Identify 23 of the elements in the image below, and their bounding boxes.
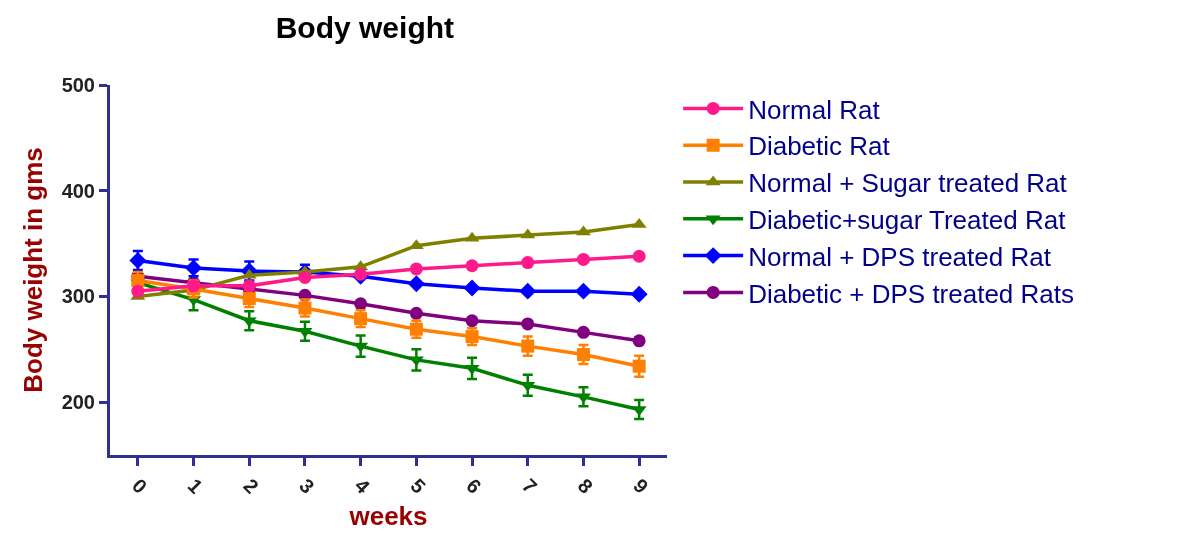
y-tick-label: 300 xyxy=(61,285,95,308)
x-tick-label: 8 xyxy=(573,474,597,498)
x-tick-label: 3 xyxy=(295,474,319,498)
x-tick-label: 5 xyxy=(406,474,430,498)
x-tick-label: 9 xyxy=(629,474,653,498)
y-axis-title: Body weight in gms xyxy=(18,147,49,393)
y-tick-label: 400 xyxy=(61,179,95,202)
x-tick-label: 6 xyxy=(462,474,486,498)
y-tick-label: 200 xyxy=(61,391,95,414)
legend-label: Diabetic + DPS treated Rats xyxy=(748,278,1075,309)
legend-label: Diabetic Rat xyxy=(748,131,891,162)
legend-label: Diabetic+sugar Treated Rat xyxy=(748,204,1067,235)
legend-label: Normal + Sugar treated Rat xyxy=(748,168,1068,199)
x-tick-label: 2 xyxy=(239,474,263,498)
legend-label: Normal Rat xyxy=(748,94,881,125)
legend-label: Normal + DPS treated Rat xyxy=(748,241,1052,272)
x-tick-label: 4 xyxy=(350,474,375,499)
chart-title: Body weight xyxy=(275,10,455,44)
x-tick-label: 7 xyxy=(517,474,542,498)
y-tick-label: 500 xyxy=(61,74,95,96)
x-axis-title: weeks xyxy=(348,501,428,532)
x-tick-label: 1 xyxy=(183,474,208,498)
x-tick-label: 0 xyxy=(127,474,152,498)
